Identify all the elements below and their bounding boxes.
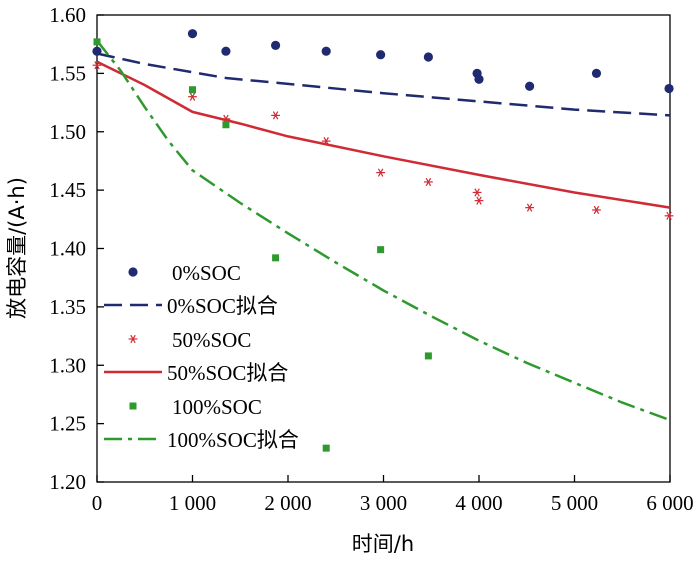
x-tick-label: 4 000 (455, 491, 502, 515)
legend-label: 50%SOC拟合 (167, 361, 288, 385)
legend-item: 0%SOC拟合 (104, 294, 278, 318)
legend-label: 100%SOC (172, 395, 262, 419)
data-point (221, 46, 231, 56)
series-line (96, 39, 671, 422)
series-line (96, 60, 671, 209)
x-axis-title: 时间/h (352, 532, 414, 556)
data-point (376, 50, 386, 60)
series-0 (92, 29, 674, 94)
series-2 (92, 61, 674, 220)
legend-item: 100%SOC (129, 395, 262, 419)
data-point (322, 444, 330, 452)
data-point (474, 196, 484, 205)
data-point (272, 254, 280, 262)
data-point (377, 246, 385, 254)
series-5 (96, 39, 671, 422)
data-point (525, 81, 535, 91)
data-point (271, 111, 280, 120)
legend-label: 0%SOC拟合 (167, 294, 278, 318)
y-tick-label: 1.30 (49, 353, 86, 377)
x-tick-label: 1 000 (169, 491, 216, 515)
series-line (96, 52, 671, 117)
x-tick-label: 5 000 (551, 491, 598, 515)
y-tick-label: 1.35 (49, 295, 86, 319)
series-4 (93, 38, 432, 452)
series-3 (96, 60, 671, 209)
data-point (474, 74, 484, 84)
data-point (189, 86, 196, 94)
y-axis-title: 放电容量/(A·h) (5, 177, 29, 319)
data-point (424, 352, 432, 360)
legend-item: 50%SOC拟合 (104, 361, 288, 385)
data-point (525, 203, 535, 212)
data-point (222, 121, 230, 129)
y-tick-label: 1.45 (49, 178, 86, 202)
data-point (472, 188, 482, 197)
legend-swatch (128, 267, 138, 277)
data-point (270, 40, 281, 50)
legend-label: 0%SOC (172, 261, 241, 285)
legend-item: 0%SOC (128, 261, 241, 285)
y-tick-label: 1.40 (49, 237, 86, 261)
series-1 (96, 52, 671, 117)
legend-swatch (128, 334, 138, 344)
data-point (664, 211, 674, 220)
legend-label: 50%SOC (172, 328, 251, 352)
legend-item: 50%SOC (128, 328, 251, 352)
data-point (591, 68, 602, 78)
x-tick-label: 0 (92, 491, 103, 515)
y-tick-label: 1.25 (49, 412, 86, 436)
x-tick-label: 2 000 (264, 491, 311, 515)
legend-label: 100%SOC拟合 (167, 428, 299, 452)
data-point (592, 205, 601, 215)
y-tick-label: 1.60 (49, 3, 86, 27)
y-tick-label: 1.50 (49, 120, 86, 144)
data-point (423, 52, 433, 62)
tick-labels: 0 1 000 2 000 3 000 4 000 5 000 6 000 1.20 1.25 1… (49, 3, 693, 515)
legend-swatch (129, 402, 137, 410)
data-point (376, 168, 386, 177)
legend: 0%SOC 0%SOC拟合 50%SOC 50%SOC拟合 100%SOC 100%SOC… (104, 261, 299, 452)
data-point (188, 92, 197, 101)
x-tick-label: 6 000 (646, 491, 693, 515)
x-tick-label: 3 000 (360, 491, 407, 515)
series-layer (92, 29, 674, 452)
data-point (321, 46, 331, 56)
y-tick-label: 1.20 (49, 470, 86, 494)
data-point (423, 177, 433, 187)
legend-item: 100%SOC拟合 (104, 428, 299, 452)
data-point (187, 29, 198, 39)
ticks (96, 14, 671, 483)
y-tick-label: 1.55 (49, 61, 86, 85)
data-point (664, 83, 674, 94)
